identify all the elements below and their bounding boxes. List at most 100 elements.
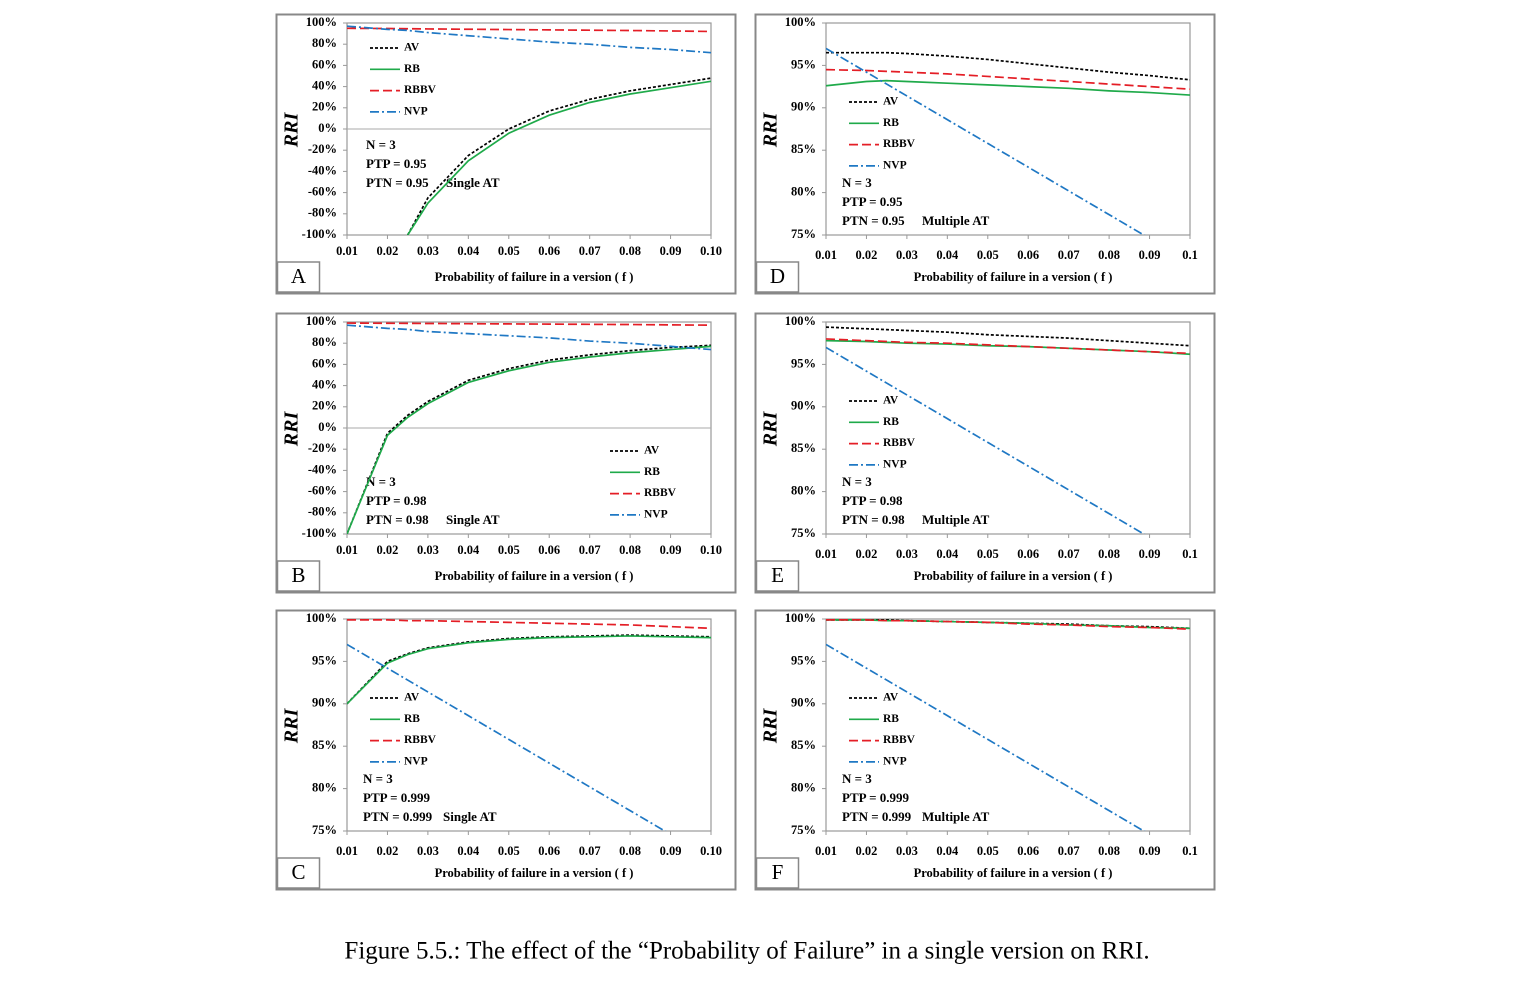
y-tick-label: 95% bbox=[791, 356, 816, 370]
x-axis-label: Probability of failure in a version ( f … bbox=[914, 569, 1113, 583]
y-tick-label: -40% bbox=[308, 462, 337, 476]
y-tick-label: -20% bbox=[308, 441, 337, 455]
series-line bbox=[347, 25, 711, 54]
x-tick-label: 0.06 bbox=[538, 543, 560, 557]
x-tick-label: 0.06 bbox=[1017, 844, 1039, 858]
y-tick-label: 100% bbox=[306, 314, 337, 328]
series-line bbox=[826, 68, 1190, 90]
annotation: N = 3 bbox=[842, 771, 872, 786]
annotation: N = 3 bbox=[842, 175, 872, 190]
panel-letter-box bbox=[276, 857, 321, 889]
legend-label: AV bbox=[644, 445, 660, 457]
legend-label: AV bbox=[883, 692, 899, 704]
x-tick-label: 0.08 bbox=[1098, 844, 1120, 858]
y-tick-label: 95% bbox=[312, 653, 337, 667]
panel-letter: D bbox=[770, 264, 785, 288]
legend-label: RBBV bbox=[883, 437, 916, 449]
panel-letter: C bbox=[291, 860, 305, 884]
series-line bbox=[826, 346, 1146, 534]
y-tick-label: 80% bbox=[791, 780, 816, 794]
panel-letter-box bbox=[755, 560, 800, 592]
x-tick-label: 0.04 bbox=[457, 244, 480, 258]
series-line bbox=[406, 77, 711, 235]
legend-label: NVP bbox=[404, 756, 428, 768]
annotation: Single AT bbox=[446, 512, 500, 527]
series-group bbox=[826, 326, 1190, 534]
legend-label: RB bbox=[644, 466, 660, 478]
legend-label: RBBV bbox=[404, 84, 437, 96]
series-group bbox=[347, 322, 711, 534]
y-tick-label: 20% bbox=[312, 100, 337, 114]
legend-label: RBBV bbox=[404, 734, 437, 746]
x-tick-label: 0.08 bbox=[619, 844, 641, 858]
y-tick-label: 85% bbox=[312, 738, 337, 752]
annotation: PTN = 0.999 bbox=[842, 809, 912, 824]
x-tick-label: 0.02 bbox=[377, 244, 399, 258]
x-tick-label: 0.03 bbox=[896, 844, 918, 858]
panel-letter: F bbox=[772, 860, 784, 884]
series-line bbox=[826, 79, 1190, 96]
y-axis-label: RRI bbox=[281, 708, 303, 745]
annotation: PTP = 0.98 bbox=[842, 493, 903, 508]
y-tick-label: -60% bbox=[308, 184, 337, 198]
series-group bbox=[347, 25, 711, 235]
y-tick-label: 40% bbox=[312, 377, 337, 391]
chart-panel: 100% 95% 90% 85% 80% 75% 0.01 0.02 0.03 0.04 0.05 0… bbox=[275, 609, 737, 891]
x-tick-label: 0.03 bbox=[896, 248, 918, 262]
panel-frame bbox=[754, 312, 1216, 594]
x-tick-label: 0.06 bbox=[538, 844, 560, 858]
x-tick-label: 0.04 bbox=[936, 248, 959, 262]
annotation: PTN = 0.95 bbox=[842, 213, 905, 228]
annotation: N = 3 bbox=[366, 137, 396, 152]
x-tick-label: 0.05 bbox=[977, 547, 999, 561]
x-axis-label: Probability of failure in a version ( f … bbox=[435, 866, 634, 880]
x-tick-label: 0.1 bbox=[1182, 547, 1198, 561]
annotation: Multiple AT bbox=[922, 213, 990, 228]
series-line bbox=[826, 338, 1190, 355]
series-line bbox=[347, 619, 711, 630]
legend-label: NVP bbox=[883, 459, 907, 471]
y-tick-label: 100% bbox=[785, 15, 816, 29]
y-tick-label: -80% bbox=[308, 505, 337, 519]
panel-frame bbox=[754, 609, 1216, 891]
annotation: Single AT bbox=[443, 809, 497, 824]
legend-label: RBBV bbox=[883, 138, 916, 150]
x-tick-label: 0.02 bbox=[856, 248, 878, 262]
annotation: PTN = 0.98 bbox=[366, 512, 429, 527]
plot-area bbox=[825, 22, 1191, 236]
panel-letter-box bbox=[755, 857, 800, 889]
annotation: PTN = 0.95 bbox=[366, 175, 429, 190]
y-tick-label: 90% bbox=[312, 696, 337, 710]
annotation: PTP = 0.999 bbox=[363, 790, 430, 805]
chart-panel: 100% 80% 60% 40% 20% 0% -20% -40% -60% -80% -100% 0… bbox=[275, 13, 737, 295]
annotation: Single AT bbox=[446, 175, 500, 190]
y-tick-label: -80% bbox=[308, 206, 337, 220]
legend-label: RB bbox=[883, 117, 899, 129]
legend-label: RB bbox=[883, 416, 899, 428]
panel-frame bbox=[754, 13, 1216, 295]
y-tick-label: 100% bbox=[785, 314, 816, 328]
legend-label: RB bbox=[883, 713, 899, 725]
chart-panel: 100% 95% 90% 85% 80% 75% 0.01 0.02 0.03 0.04 0.05 0… bbox=[754, 312, 1216, 594]
x-tick-label: 0.04 bbox=[936, 844, 959, 858]
y-tick-label: -60% bbox=[308, 483, 337, 497]
x-tick-label: 0.09 bbox=[660, 844, 682, 858]
x-tick-label: 0.10 bbox=[700, 543, 722, 557]
annotation: PTP = 0.95 bbox=[842, 194, 903, 209]
legend-label: RBBV bbox=[883, 734, 916, 746]
panel-letter: B bbox=[291, 563, 305, 587]
x-tick-label: 0.03 bbox=[417, 543, 439, 557]
panel-letter-box bbox=[755, 261, 800, 293]
series-line bbox=[347, 635, 711, 705]
y-tick-label: 80% bbox=[791, 184, 816, 198]
series-line bbox=[347, 345, 711, 534]
series-line bbox=[826, 326, 1190, 347]
y-tick-label: 85% bbox=[791, 738, 816, 752]
y-tick-label: 75% bbox=[791, 227, 816, 241]
annotation: PTN = 0.98 bbox=[842, 512, 905, 527]
series-line bbox=[347, 322, 711, 327]
legend-label: RBBV bbox=[644, 487, 677, 499]
y-tick-label: 80% bbox=[791, 483, 816, 497]
plot-area bbox=[825, 618, 1191, 832]
legend-label: AV bbox=[404, 692, 420, 704]
